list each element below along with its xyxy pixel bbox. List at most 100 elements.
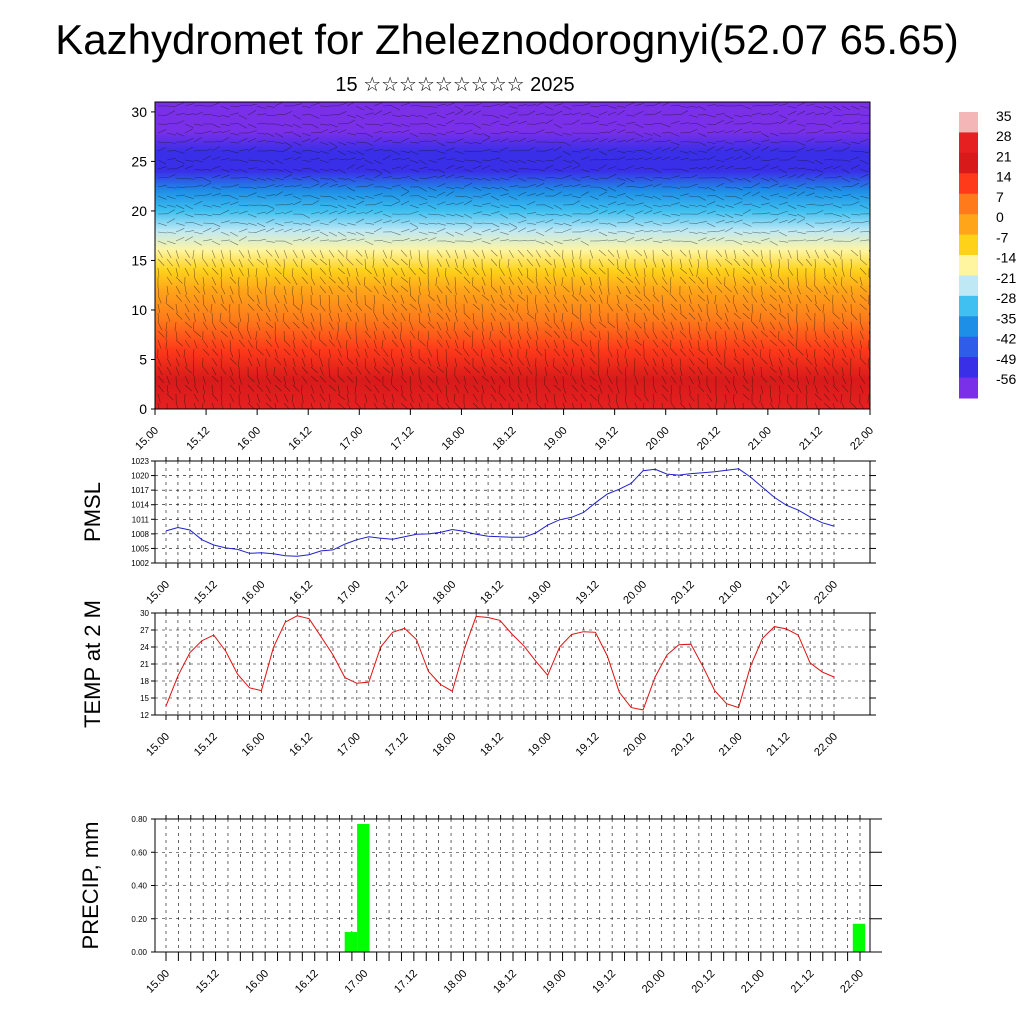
- wind-barb: [382, 213, 392, 218]
- wind-barb: [697, 402, 700, 409]
- wind-barb: [454, 357, 458, 367]
- wind-barb: [850, 164, 860, 170]
- wind-barb: [472, 186, 482, 191]
- wind-barb: [850, 177, 860, 181]
- x-tick-label: 16.00: [240, 731, 268, 759]
- wind-barb: [454, 348, 462, 356]
- wind-barb: [445, 348, 447, 359]
- wind-barb: [706, 131, 716, 134]
- wind-barb: [823, 195, 833, 199]
- wind-barb: [634, 149, 644, 152]
- wind-barb: [292, 168, 302, 172]
- wind-barb: [832, 213, 842, 217]
- wind-barb: [490, 357, 497, 366]
- wind-barb: [499, 312, 507, 320]
- wind-barb: [553, 146, 562, 152]
- wind-barb: [769, 366, 777, 374]
- wind-barb: [562, 321, 566, 331]
- wind-barb: [184, 258, 192, 266]
- wind-barb: [688, 276, 696, 284]
- wind-barb: [544, 249, 551, 258]
- wind-barb: [724, 156, 734, 161]
- wind-barb: [454, 186, 464, 189]
- wind-barb: [157, 249, 163, 258]
- wind-barb: [490, 312, 496, 322]
- wind-barb: [652, 366, 658, 375]
- wind-barb: [697, 375, 701, 385]
- wind-barb: [616, 150, 626, 154]
- wind-barb: [157, 222, 167, 227]
- wind-barb: [805, 192, 815, 197]
- wind-barb: [814, 330, 817, 340]
- wind-barb: [409, 330, 416, 339]
- wind-barb: [571, 294, 579, 302]
- wind-barb: [481, 165, 491, 170]
- wind-barb: [859, 159, 869, 165]
- wind-barb: [787, 218, 797, 224]
- wind-barb: [724, 165, 734, 170]
- wind-barb: [679, 193, 689, 197]
- wind-barb: [688, 312, 696, 320]
- wind-barb: [427, 375, 435, 384]
- x-tick-label: 21.00: [717, 731, 745, 759]
- wind-barb: [553, 184, 563, 188]
- wind-barb: [805, 339, 812, 348]
- wind-barb: [220, 220, 230, 224]
- wind-barb: [256, 312, 261, 322]
- wind-barb: [301, 228, 311, 233]
- wind-barb: [301, 175, 311, 179]
- wind-barb: [481, 366, 486, 376]
- wind-barb: [157, 141, 167, 144]
- x-tick-label: 19.12: [574, 579, 602, 607]
- wind-barb: [418, 132, 428, 135]
- wind-barb: [553, 276, 557, 286]
- wind-barb: [706, 237, 716, 242]
- wind-barb: [661, 249, 669, 257]
- wind-barb: [445, 393, 449, 403]
- wind-barb: [282, 312, 285, 322]
- wind-barb: [751, 173, 761, 179]
- wind-barb: [355, 200, 365, 206]
- wind-barb: [157, 240, 167, 245]
- wind-barb: [642, 402, 645, 409]
- wind-barb: [832, 204, 842, 209]
- wind-barb: [714, 294, 717, 304]
- wind-barb: [652, 303, 654, 313]
- wind-barb: [715, 229, 725, 233]
- wind-barb: [310, 236, 320, 242]
- wind-barb: [570, 366, 573, 376]
- wind-barb: [265, 184, 275, 188]
- wind-barb: [157, 267, 160, 277]
- precip-bar: [852, 923, 866, 952]
- wind-barb: [787, 110, 797, 116]
- wind-barb: [445, 119, 455, 125]
- wind-barb: [454, 294, 457, 304]
- wind-barb: [454, 312, 458, 322]
- wind-barb: [796, 191, 806, 197]
- wind-barb: [382, 131, 392, 134]
- wind-barb: [175, 303, 178, 313]
- wind-barb: [337, 339, 342, 349]
- wind-barb: [715, 182, 725, 188]
- x-tick-label: 15.12: [192, 731, 220, 759]
- wind-barb: [787, 204, 797, 210]
- precip-bar: [357, 823, 370, 952]
- wind-barb: [823, 294, 831, 302]
- wind-barb: [184, 393, 186, 404]
- x-tick-label: 20.00: [621, 579, 649, 607]
- wind-barb: [274, 168, 284, 172]
- wind-barb: [382, 384, 390, 392]
- wind-barb: [850, 237, 860, 242]
- wind-barb: [445, 111, 455, 116]
- wind-barb: [175, 402, 179, 409]
- wind-barb: [337, 303, 343, 313]
- wind-barb: [544, 258, 552, 266]
- wind-barb: [319, 150, 329, 154]
- wind-barb: [867, 357, 870, 367]
- wind-barb: [778, 330, 780, 341]
- wind-barb: [481, 276, 486, 286]
- wind-barb: [589, 384, 598, 392]
- wind-barb: [634, 375, 639, 385]
- wind-barb: [508, 120, 518, 125]
- wind-barb: [229, 294, 234, 304]
